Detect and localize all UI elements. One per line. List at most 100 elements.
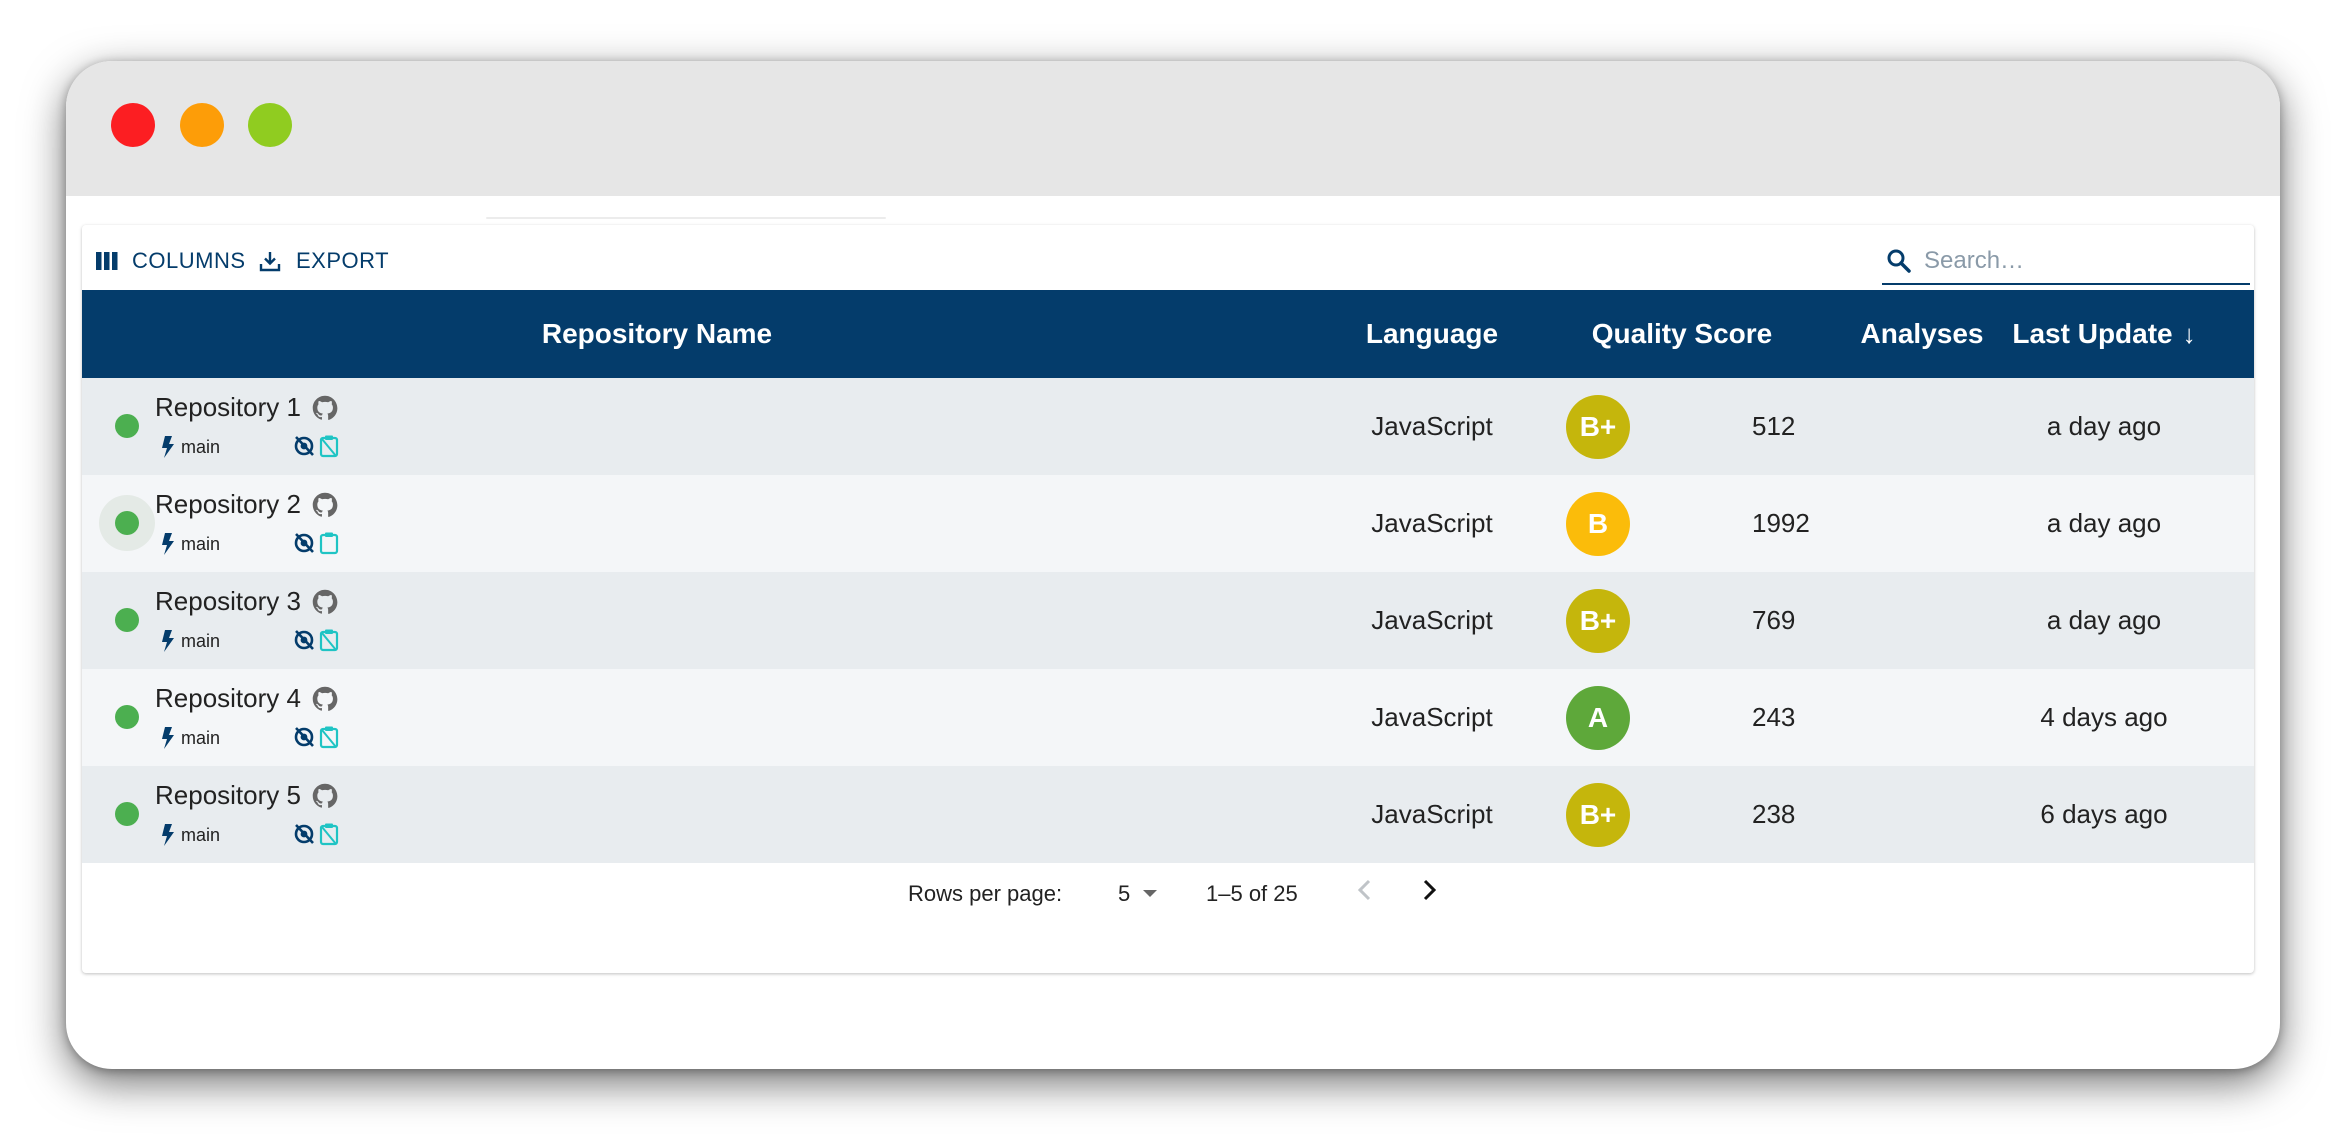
rows-per-page-value: 5 xyxy=(1118,881,1131,906)
table-header: Repository Name Language Quality Score A… xyxy=(82,290,2254,378)
repository-name[interactable]: Repository 3 xyxy=(155,586,339,617)
quality-score-badge: B xyxy=(1566,492,1630,556)
clipboard-icon[interactable] xyxy=(318,531,340,555)
repository-name[interactable]: Repository 4 xyxy=(155,683,339,714)
next-page-button[interactable] xyxy=(1418,877,1440,909)
branch-name: main xyxy=(181,533,221,554)
github-icon[interactable] xyxy=(311,782,339,810)
repository-name[interactable]: Repository 2 xyxy=(155,489,339,520)
table-row[interactable]: Repository 4 main JavaScript A 243 4 day… xyxy=(82,669,2254,766)
chevron-left-icon xyxy=(1357,879,1371,901)
github-icon[interactable] xyxy=(311,491,339,519)
visibility-off-icon[interactable] xyxy=(292,434,316,458)
visibility-off-icon[interactable] xyxy=(292,628,316,652)
header-quality-score[interactable]: Quality Score xyxy=(1591,318,1773,349)
columns-button[interactable]: COLUMNS xyxy=(96,247,246,275)
branch-info: main xyxy=(161,824,220,846)
language-cell: JavaScript xyxy=(1371,508,1493,538)
status-indicator[interactable] xyxy=(115,608,139,632)
status-indicator[interactable] xyxy=(115,414,139,438)
branch-info: main xyxy=(161,727,220,749)
pagination-range: 1–5 of 25 xyxy=(1206,881,1298,906)
quality-score-badge: B+ xyxy=(1566,395,1630,459)
clipboard-icon[interactable] xyxy=(318,434,340,458)
header-last-update[interactable]: Last Update ↓ xyxy=(1954,290,2254,378)
sort-descending-icon[interactable]: ↓ xyxy=(2182,319,2196,349)
status-indicator[interactable] xyxy=(115,705,139,729)
language-cell: JavaScript xyxy=(1371,411,1493,441)
lightning-icon xyxy=(162,533,174,555)
header-repository-name[interactable]: Repository Name xyxy=(541,318,773,349)
columns-icon xyxy=(96,252,118,270)
table-row[interactable]: Repository 3 main JavaScript B+ 769 a da… xyxy=(82,572,2254,669)
row-status-icons xyxy=(292,531,342,555)
quality-score-badge: B+ xyxy=(1566,783,1630,847)
repository-table-card: COLUMNS EXPORT Repository Name Language xyxy=(82,225,2254,973)
lightning-icon xyxy=(162,727,174,749)
table-toolbar: COLUMNS EXPORT xyxy=(82,225,2254,290)
row-status-icons xyxy=(292,434,342,458)
search-icon xyxy=(1887,249,1911,273)
github-icon[interactable] xyxy=(311,685,339,713)
repository-name-label: Repository 2 xyxy=(155,489,301,519)
branch-info: main xyxy=(161,630,220,652)
search-input[interactable] xyxy=(1922,246,2236,276)
header-language[interactable]: Language xyxy=(1365,318,1499,349)
visibility-off-icon[interactable] xyxy=(292,822,316,846)
row-status-icons xyxy=(292,822,342,846)
repository-name[interactable]: Repository 1 xyxy=(155,392,339,423)
github-icon[interactable] xyxy=(311,588,339,616)
pagination: Rows per page: 5 1–5 of 25 xyxy=(82,863,2254,923)
visibility-off-icon[interactable] xyxy=(292,531,316,555)
repository-name-label: Repository 3 xyxy=(155,586,301,616)
last-update-cell: 6 days ago xyxy=(2040,799,2168,829)
branch-name: main xyxy=(181,436,221,457)
table-row[interactable]: Repository 1 main JavaScript B+ 512 a da… xyxy=(82,378,2254,475)
repository-name-label: Repository 1 xyxy=(155,392,301,422)
table-row[interactable]: Repository 2 main JavaScript B 1992 a da… xyxy=(82,475,2254,572)
table-row[interactable]: Repository 5 main JavaScript B+ 238 6 da… xyxy=(82,766,2254,863)
quality-score-badge: A xyxy=(1566,686,1630,750)
search-box[interactable] xyxy=(1882,239,2250,285)
status-indicator[interactable] xyxy=(115,802,139,826)
row-status-icons xyxy=(292,628,342,652)
chevron-right-icon xyxy=(1423,879,1437,901)
minimize-window-button[interactable] xyxy=(180,103,224,147)
analyses-cell: 769 xyxy=(1752,605,1796,635)
rows-per-page-select[interactable]: 5 xyxy=(1118,881,1158,907)
repository-name[interactable]: Repository 5 xyxy=(155,780,339,811)
row-status-icons xyxy=(292,725,342,749)
visibility-off-icon[interactable] xyxy=(292,725,316,749)
status-indicator[interactable] xyxy=(115,511,139,535)
branch-name: main xyxy=(181,824,221,845)
repository-name-label: Repository 4 xyxy=(155,683,301,713)
header-last-update-label: Last Update xyxy=(2012,318,2173,349)
branch-name: main xyxy=(181,630,221,651)
quality-score-badge: B+ xyxy=(1566,589,1630,653)
analyses-cell: 512 xyxy=(1752,411,1796,441)
lightning-icon xyxy=(162,630,174,652)
analyses-cell: 243 xyxy=(1752,702,1796,732)
lightning-icon xyxy=(162,824,174,846)
previous-page-button[interactable] xyxy=(1354,877,1376,909)
export-button-label: EXPORT xyxy=(296,248,390,273)
clipboard-icon[interactable] xyxy=(318,725,340,749)
branch-info: main xyxy=(161,533,220,555)
export-button[interactable]: EXPORT xyxy=(258,247,389,275)
columns-button-label: COLUMNS xyxy=(132,248,246,273)
maximize-window-button[interactable] xyxy=(248,103,292,147)
analyses-cell: 1992 xyxy=(1752,508,1810,538)
close-window-button[interactable] xyxy=(111,103,155,147)
lightning-icon xyxy=(162,436,174,458)
github-icon[interactable] xyxy=(311,394,339,422)
last-update-cell: a day ago xyxy=(2046,411,2162,441)
caret-down-icon xyxy=(1143,890,1158,897)
clipboard-icon[interactable] xyxy=(318,628,340,652)
divider xyxy=(486,217,886,219)
clipboard-icon[interactable] xyxy=(318,822,340,846)
repository-name-label: Repository 5 xyxy=(155,780,301,810)
header-analyses[interactable]: Analyses xyxy=(1860,318,1984,349)
language-cell: JavaScript xyxy=(1371,799,1493,829)
download-icon xyxy=(259,252,281,272)
rows-per-page-label: Rows per page: xyxy=(908,881,1063,906)
